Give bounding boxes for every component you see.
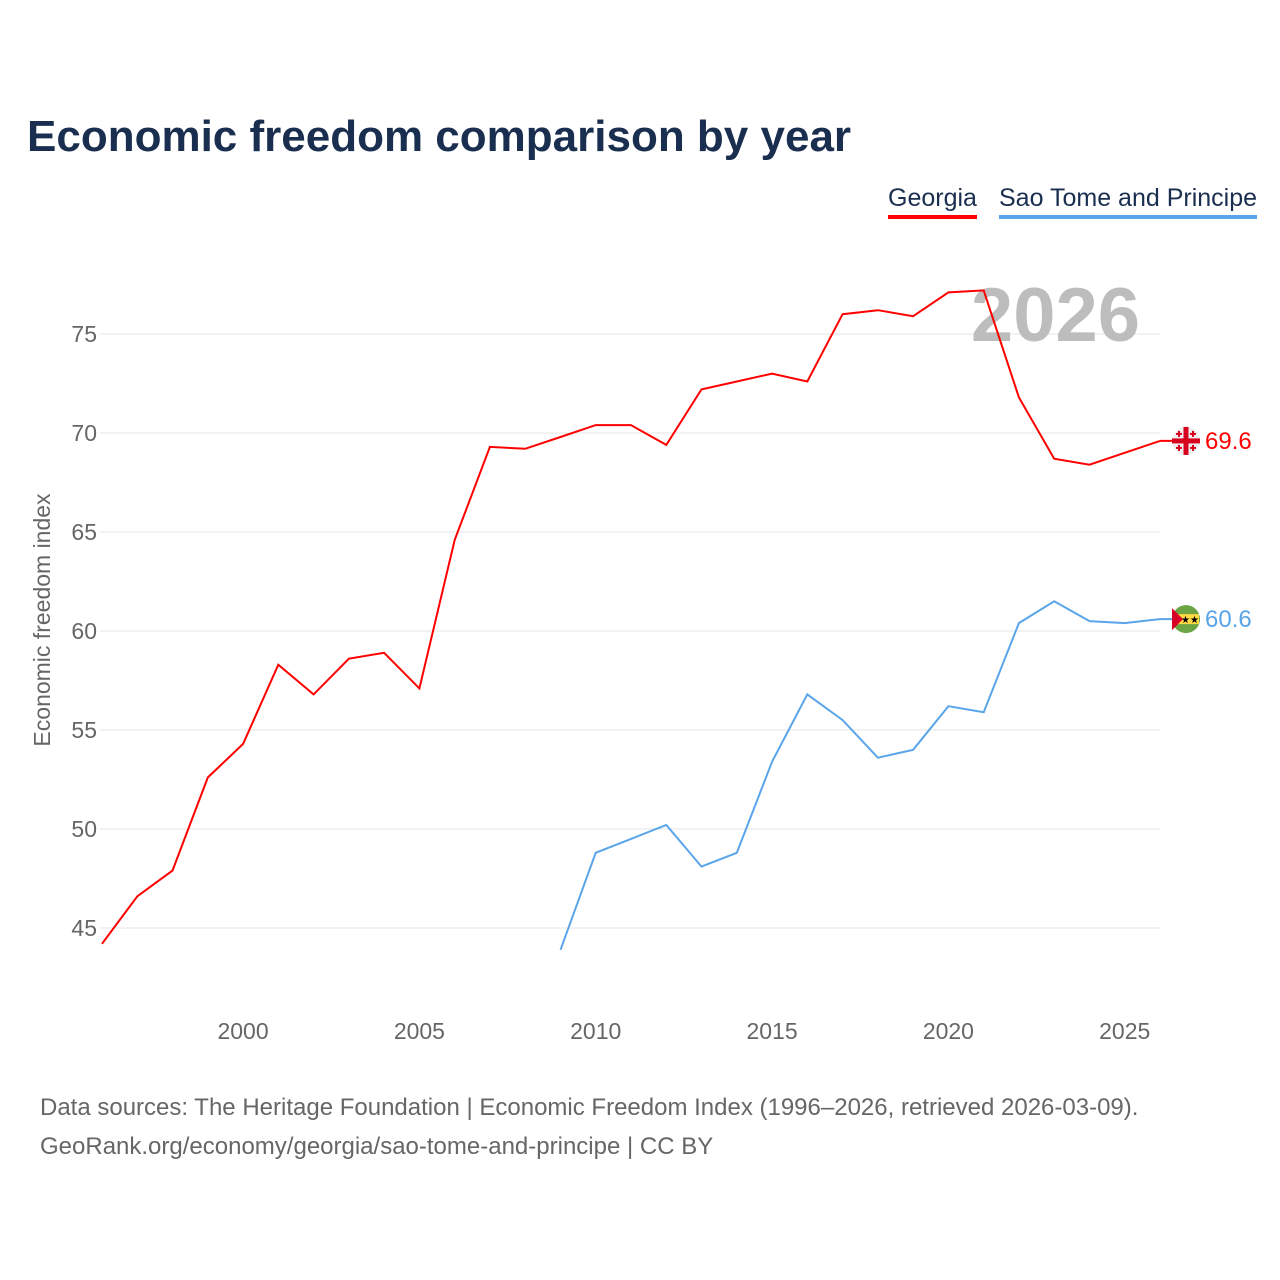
data-point[interactable] xyxy=(99,941,105,947)
data-point[interactable] xyxy=(1122,450,1128,456)
data-point[interactable] xyxy=(275,662,281,668)
y-tick-label: 50 xyxy=(71,816,97,842)
data-point[interactable] xyxy=(981,709,987,715)
data-point[interactable] xyxy=(910,747,916,753)
flag-small-cross xyxy=(1178,444,1180,451)
data-point[interactable] xyxy=(381,650,387,656)
data-point[interactable] xyxy=(593,850,599,856)
y-tick-label: 65 xyxy=(71,519,97,545)
data-point[interactable] xyxy=(699,864,705,870)
data-point[interactable] xyxy=(628,836,634,842)
data-point[interactable] xyxy=(663,442,669,448)
data-point[interactable] xyxy=(840,717,846,723)
data-point[interactable] xyxy=(487,444,493,450)
y-tick-label: 70 xyxy=(71,420,97,446)
chart-title: Economic freedom comparison by year xyxy=(27,112,852,161)
data-point[interactable] xyxy=(910,313,916,319)
data-point[interactable] xyxy=(134,893,140,899)
series-line-sao-tome xyxy=(559,600,1161,951)
data-point[interactable] xyxy=(1016,394,1022,400)
data-point[interactable] xyxy=(945,703,951,709)
data-point[interactable] xyxy=(170,868,176,874)
flag-small-cross xyxy=(1192,444,1194,451)
data-point[interactable] xyxy=(875,307,881,313)
data-point[interactable] xyxy=(734,850,740,856)
data-point[interactable] xyxy=(1122,620,1128,626)
data-point[interactable] xyxy=(240,741,246,747)
flag-small-cross xyxy=(1192,430,1194,437)
y-tick-label: 60 xyxy=(71,618,97,644)
data-point[interactable] xyxy=(416,685,422,691)
data-point[interactable] xyxy=(663,822,669,828)
x-tick-label: 2000 xyxy=(217,1018,268,1044)
y-axis-label: Economic freedom index xyxy=(29,493,55,747)
source-note: Data sources: The Heritage Foundation | … xyxy=(40,1088,1138,1166)
data-point[interactable] xyxy=(981,287,987,293)
flag-band xyxy=(1173,614,1199,625)
data-point[interactable] xyxy=(875,755,881,761)
flag-cross xyxy=(1183,426,1189,455)
x-tick-label: 2010 xyxy=(570,1018,621,1044)
data-point[interactable] xyxy=(734,379,740,385)
data-point[interactable] xyxy=(1086,462,1092,468)
x-tick-label: 2005 xyxy=(394,1018,445,1044)
y-tick-label: 45 xyxy=(71,915,97,941)
data-point[interactable] xyxy=(311,691,317,697)
data-point[interactable] xyxy=(557,434,563,440)
data-point[interactable] xyxy=(1086,618,1092,624)
end-value-label: 60.6 xyxy=(1205,606,1252,633)
y-tick-label: 75 xyxy=(71,321,97,347)
data-point[interactable] xyxy=(1051,456,1057,462)
x-tick-label: 2015 xyxy=(746,1018,797,1044)
x-tick-label: 2025 xyxy=(1099,1018,1150,1044)
data-point[interactable] xyxy=(346,656,352,662)
data-point[interactable] xyxy=(804,379,810,385)
series-line-georgia xyxy=(101,289,1161,945)
legend-sao-tome[interactable]: Sao Tome and Principe xyxy=(999,184,1258,219)
data-point[interactable] xyxy=(452,537,458,543)
data-point[interactable] xyxy=(769,371,775,377)
flag-triangle xyxy=(1172,608,1183,631)
source-line-2[interactable]: GeoRank.org/economy/georgia/sao-tome-and… xyxy=(40,1133,714,1160)
data-point[interactable] xyxy=(522,446,528,452)
source-line-1: Data sources: The Heritage Foundation | … xyxy=(40,1094,1139,1121)
end-value-label: 69.6 xyxy=(1205,428,1252,455)
data-point[interactable] xyxy=(593,422,599,428)
x-tick-label: 2020 xyxy=(923,1018,974,1044)
data-point[interactable] xyxy=(1051,598,1057,604)
data-point[interactable] xyxy=(804,691,810,697)
flag-stars: ★★ xyxy=(1181,615,1199,626)
data-point[interactable] xyxy=(628,422,634,428)
data-point[interactable] xyxy=(557,947,563,953)
data-point[interactable] xyxy=(1016,620,1022,626)
data-point[interactable] xyxy=(769,759,775,765)
year-watermark: 2026 xyxy=(971,273,1140,358)
data-point[interactable] xyxy=(699,386,705,392)
data-point[interactable] xyxy=(205,775,211,781)
y-tick-label: 55 xyxy=(71,717,97,743)
data-point[interactable] xyxy=(840,311,846,317)
data-point[interactable] xyxy=(945,289,951,295)
legend-georgia[interactable]: Georgia xyxy=(888,184,977,219)
flag-small-cross xyxy=(1178,430,1180,437)
